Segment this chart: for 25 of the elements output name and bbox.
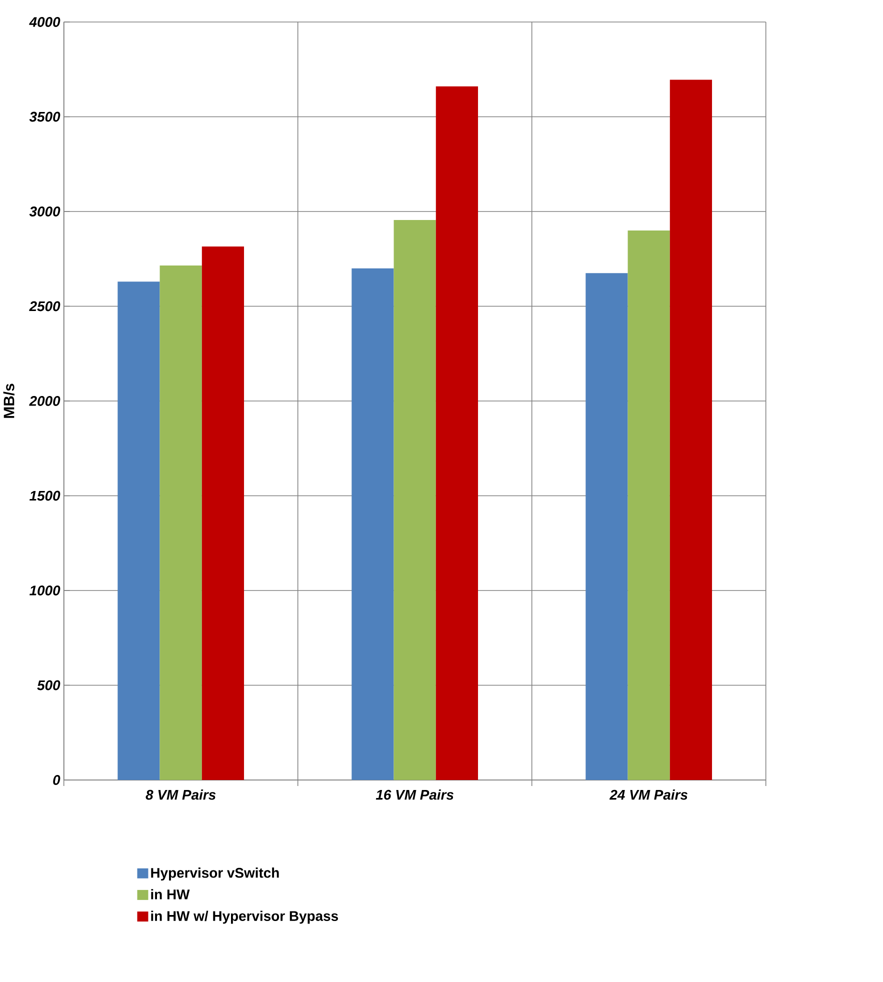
y-tick-label: 500 (37, 680, 60, 690)
y-tick-label: 1500 (30, 490, 60, 501)
bar (436, 86, 478, 780)
legend-label: in HW w/ Hypervisor Bypass (151, 910, 338, 924)
bar (628, 230, 670, 780)
bar (394, 220, 436, 780)
bar (118, 282, 160, 780)
bar (586, 273, 628, 780)
x-tick-label: 24 VM Pairs (610, 790, 688, 800)
y-tick-label: 1000 (30, 586, 60, 596)
legend-label: Hypervisor vSwitch (151, 868, 279, 881)
bar (160, 266, 202, 780)
bar (670, 80, 712, 780)
x-tick-label: 16 VM Pairs (376, 790, 454, 800)
y-tick-label: 0 (53, 775, 60, 785)
legend-label: in HW (151, 889, 190, 900)
bar (202, 246, 244, 780)
x-tick-label: 8 VM Pairs (146, 790, 216, 800)
y-tick-label: 2500 (29, 301, 60, 312)
bar (352, 268, 394, 780)
y-tick-label: 3500 (29, 112, 60, 122)
y-tick-label: 4000 (29, 17, 60, 27)
y-tick-label: 3000 (29, 206, 60, 216)
y-axis-title: MB/s (3, 384, 15, 418)
y-tick-label: 2000 (29, 396, 60, 406)
